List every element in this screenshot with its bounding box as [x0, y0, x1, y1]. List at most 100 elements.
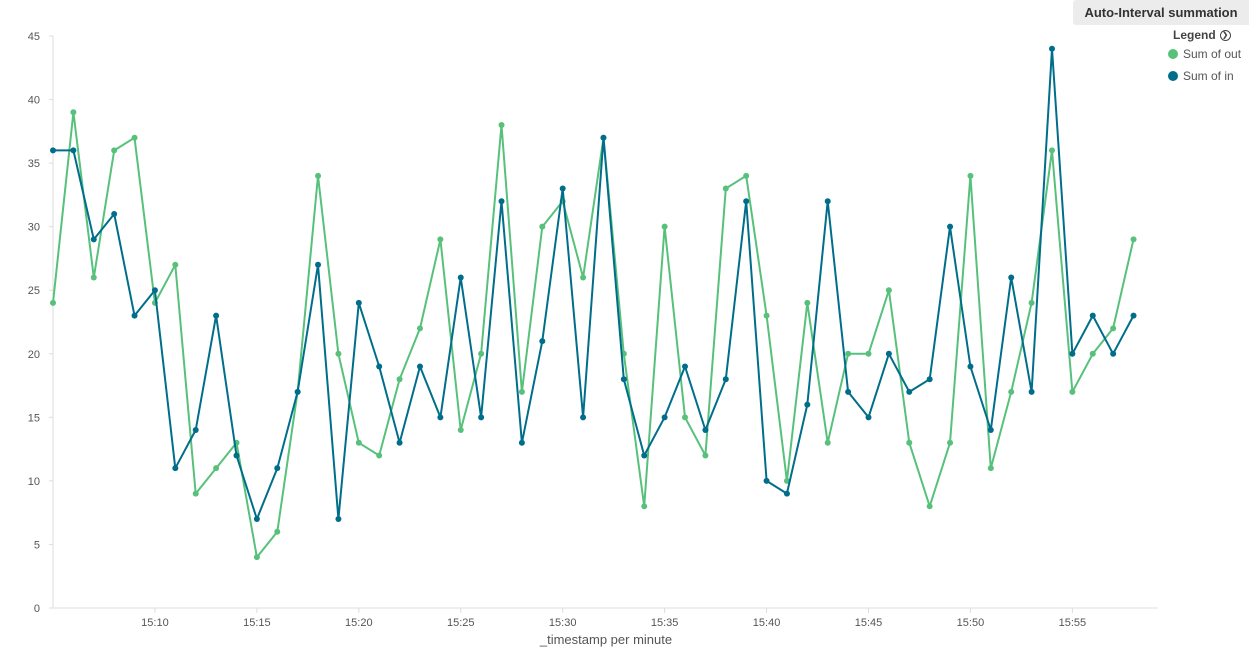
data-point[interactable] [641, 452, 648, 459]
data-point[interactable] [1089, 350, 1096, 357]
data-point[interactable] [865, 350, 872, 357]
data-point[interactable] [947, 439, 954, 446]
data-point[interactable] [50, 147, 56, 154]
data-point[interactable] [865, 414, 872, 421]
data-point[interactable] [437, 236, 444, 243]
data-point[interactable] [437, 414, 444, 421]
data-point[interactable] [355, 439, 362, 446]
data-point[interactable] [539, 338, 546, 345]
data-point[interactable] [559, 185, 566, 192]
data-point[interactable] [1008, 388, 1015, 395]
data-point[interactable] [987, 465, 994, 472]
data-point[interactable] [763, 312, 770, 319]
data-point[interactable] [845, 350, 852, 357]
data-point[interactable] [722, 185, 729, 192]
data-point[interactable] [213, 312, 220, 319]
data-point[interactable] [1130, 312, 1137, 319]
data-point[interactable] [1089, 312, 1096, 319]
data-point[interactable] [1069, 350, 1076, 357]
legend-toggle[interactable]: Legend ❯ [1168, 27, 1249, 43]
data-point[interactable] [478, 350, 485, 357]
data-point[interactable] [274, 465, 281, 472]
data-point[interactable] [1048, 45, 1055, 52]
data-point[interactable] [376, 363, 383, 370]
data-point[interactable] [641, 503, 648, 510]
data-point[interactable] [743, 198, 750, 205]
data-point[interactable] [478, 414, 485, 421]
data-point[interactable] [192, 490, 199, 497]
data-point[interactable] [702, 452, 709, 459]
data-point[interactable] [233, 452, 240, 459]
data-point[interactable] [600, 134, 607, 141]
data-point[interactable] [620, 376, 627, 383]
data-point[interactable] [824, 198, 831, 205]
data-point[interactable] [661, 223, 668, 230]
data-point[interactable] [1130, 236, 1137, 243]
data-point[interactable] [885, 350, 892, 357]
legend-item-sum-of-in[interactable]: Sum of in [1168, 65, 1249, 87]
data-point[interactable] [457, 427, 464, 434]
legend-item-sum-of-out[interactable]: Sum of out [1168, 43, 1249, 65]
data-point[interactable] [1048, 147, 1055, 154]
data-point[interactable] [702, 427, 709, 434]
data-point[interactable] [722, 376, 729, 383]
data-point[interactable] [518, 388, 525, 395]
data-point[interactable] [151, 287, 158, 294]
data-point[interactable] [416, 363, 423, 370]
data-point[interactable] [131, 312, 138, 319]
data-point[interactable] [682, 363, 689, 370]
data-point[interactable] [498, 198, 505, 205]
data-point[interactable] [335, 350, 342, 357]
data-point[interactable] [335, 516, 342, 523]
data-point[interactable] [885, 287, 892, 294]
data-point[interactable] [416, 325, 423, 332]
data-point[interactable] [580, 414, 587, 421]
data-point[interactable] [967, 363, 974, 370]
data-point[interactable] [987, 427, 994, 434]
data-point[interactable] [824, 439, 831, 446]
data-point[interactable] [804, 299, 811, 306]
data-point[interactable] [315, 172, 322, 179]
data-point[interactable] [253, 516, 260, 523]
data-point[interactable] [906, 439, 913, 446]
data-point[interactable] [90, 274, 97, 281]
data-point[interactable] [845, 388, 852, 395]
data-point[interactable] [926, 376, 933, 383]
data-point[interactable] [172, 465, 179, 472]
data-point[interactable] [518, 439, 525, 446]
data-point[interactable] [294, 388, 301, 395]
data-point[interactable] [192, 427, 199, 434]
data-point[interactable] [498, 121, 505, 128]
data-point[interactable] [1028, 299, 1035, 306]
data-point[interactable] [539, 223, 546, 230]
data-point[interactable] [315, 261, 322, 268]
data-point[interactable] [131, 134, 138, 141]
auto-interval-badge[interactable]: Auto-Interval summation [1073, 0, 1249, 25]
data-point[interactable] [213, 465, 220, 472]
data-point[interactable] [783, 490, 790, 497]
data-point[interactable] [580, 274, 587, 281]
data-point[interactable] [172, 261, 179, 268]
data-point[interactable] [111, 147, 118, 154]
data-point[interactable] [457, 274, 464, 281]
data-point[interactable] [906, 388, 913, 395]
data-point[interactable] [396, 439, 403, 446]
data-point[interactable] [376, 452, 383, 459]
data-point[interactable] [763, 477, 770, 484]
data-point[interactable] [947, 223, 954, 230]
data-point[interactable] [1008, 274, 1015, 281]
data-point[interactable] [70, 147, 77, 154]
data-point[interactable] [682, 414, 689, 421]
data-point[interactable] [967, 172, 974, 179]
data-point[interactable] [1110, 325, 1117, 332]
data-point[interactable] [274, 528, 281, 535]
data-point[interactable] [355, 299, 362, 306]
data-point[interactable] [396, 376, 403, 383]
data-point[interactable] [50, 299, 56, 306]
data-point[interactable] [70, 109, 77, 116]
data-point[interactable] [253, 554, 260, 561]
data-point[interactable] [804, 401, 811, 408]
data-point[interactable] [1028, 388, 1035, 395]
data-point[interactable] [90, 236, 97, 243]
data-point[interactable] [743, 172, 750, 179]
